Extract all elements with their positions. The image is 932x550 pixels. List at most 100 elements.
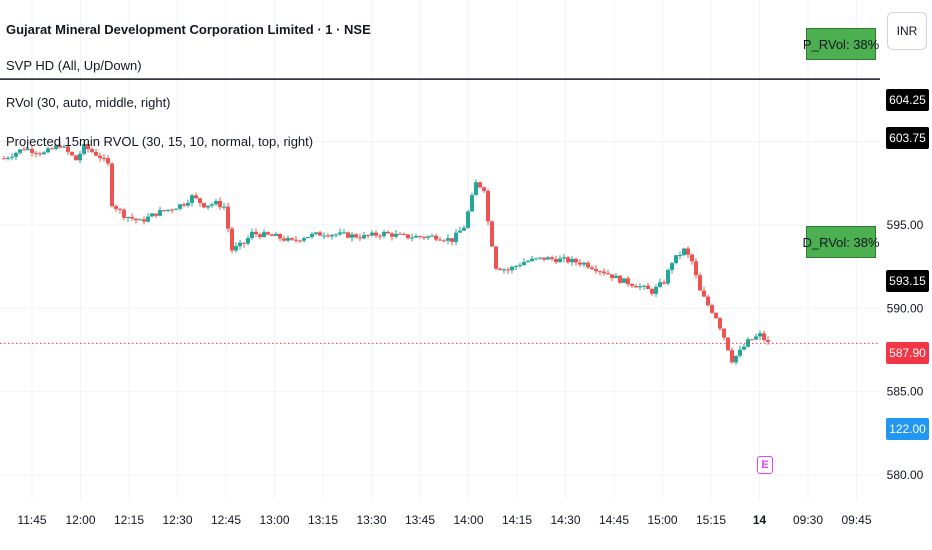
candle-body <box>482 187 486 191</box>
candle-body <box>726 337 730 351</box>
candle-body <box>50 148 54 150</box>
candle-body <box>398 233 402 235</box>
candle-body <box>622 278 626 283</box>
candle-body <box>678 254 682 256</box>
candle-body <box>686 248 690 255</box>
candle-body <box>346 232 350 238</box>
candle-body <box>546 257 550 260</box>
candle-body <box>246 238 250 244</box>
candle-body <box>382 231 386 237</box>
price-tag-line: 603.75 <box>886 127 929 149</box>
candle-body <box>694 261 698 276</box>
candle-body <box>30 148 34 153</box>
candle-body <box>134 218 138 221</box>
candle-body <box>714 312 718 319</box>
candle-body <box>722 328 726 338</box>
x-tick-label: 12:00 <box>65 513 95 527</box>
indicator-legend-projected-rvol[interactable]: Projected 15min RVOL (30, 15, 10, normal… <box>6 134 314 149</box>
indicator-legend-rvol[interactable]: RVol (30, auto, middle, right) <box>6 95 171 110</box>
candle-body <box>478 182 482 188</box>
x-tick-label: 14:45 <box>599 513 629 527</box>
candle-body <box>458 230 462 233</box>
candle-body <box>766 340 770 342</box>
candle-body <box>446 238 450 241</box>
candle-body <box>182 204 186 206</box>
candle-body <box>506 269 510 271</box>
candle-body <box>254 231 258 235</box>
candle-body <box>330 234 334 237</box>
candle-body <box>466 211 470 228</box>
candle-body <box>606 273 610 275</box>
candle-body <box>334 234 338 236</box>
candle-body <box>18 149 22 153</box>
candle-body <box>422 236 426 238</box>
candle-body <box>190 195 194 203</box>
candle-body <box>410 237 414 239</box>
candle-body <box>626 278 630 285</box>
symbol-title[interactable]: Gujarat Mineral Development Corporation … <box>6 22 371 37</box>
y-tick-label: 590.00 <box>887 301 924 315</box>
candle-body <box>578 262 582 265</box>
x-tick-label: 13:15 <box>308 513 338 527</box>
candle-body <box>550 257 554 260</box>
candle-body <box>442 240 446 242</box>
candle-body <box>450 238 454 242</box>
candle-body <box>2 158 6 160</box>
candle-body <box>350 234 354 238</box>
candle-body <box>158 210 162 216</box>
candle-body <box>10 156 14 158</box>
y-tick-label: 585.00 <box>887 385 924 399</box>
indicator-legend-svp[interactable]: SVP HD (All, Up/Down) <box>6 58 142 73</box>
candle-body <box>670 263 674 270</box>
candle-body <box>194 195 198 199</box>
candle-body <box>502 269 506 271</box>
candle-body <box>90 149 94 152</box>
candle-body <box>630 284 634 286</box>
candle-body <box>390 233 394 237</box>
candle-body <box>322 235 326 237</box>
candle-body <box>118 208 122 210</box>
candle-body <box>86 144 90 150</box>
candle-body <box>642 285 646 287</box>
candle-body <box>22 149 26 151</box>
candle-body <box>274 233 278 236</box>
candle-body <box>438 239 442 241</box>
candle-body <box>298 240 302 242</box>
candle-body <box>154 213 158 216</box>
volume-tag: 122.00 <box>886 418 929 440</box>
candle-body <box>302 238 306 241</box>
y-tick-label: 595.00 <box>887 218 924 232</box>
candle-body <box>98 155 102 159</box>
candle-body <box>218 200 222 208</box>
candle-body <box>590 267 594 270</box>
candle-body <box>598 271 602 273</box>
candle-body <box>114 206 118 209</box>
candle-body <box>34 152 38 154</box>
candle-body <box>366 234 370 236</box>
candle-body <box>582 262 586 265</box>
candle-body <box>70 151 74 156</box>
candle-body <box>702 290 706 297</box>
x-tick-label: 14:00 <box>453 513 483 527</box>
candle-body <box>602 271 606 274</box>
price-tag-upper: 604.25 <box>886 89 929 111</box>
candle-body <box>454 232 458 242</box>
x-tick-label: 14:30 <box>550 513 580 527</box>
candle-body <box>250 231 254 239</box>
earnings-marker[interactable]: E <box>757 456 773 474</box>
candle-body <box>326 235 330 237</box>
candle-body <box>262 232 266 238</box>
candle-body <box>530 258 534 262</box>
candle-body <box>214 200 218 205</box>
currency-button[interactable]: INR <box>887 12 927 50</box>
candle-body <box>738 349 742 356</box>
candle-body <box>54 145 58 149</box>
candle-body <box>674 255 678 264</box>
candle-body <box>742 346 746 350</box>
candle-body <box>470 195 474 212</box>
candle-body <box>74 155 78 161</box>
candle-body <box>434 235 438 240</box>
x-tick-label: 12:45 <box>211 513 241 527</box>
time-axis[interactable]: 11:45 12:00 12:15 12:30 12:45 13:00 13:15 13:30… <box>17 513 871 527</box>
